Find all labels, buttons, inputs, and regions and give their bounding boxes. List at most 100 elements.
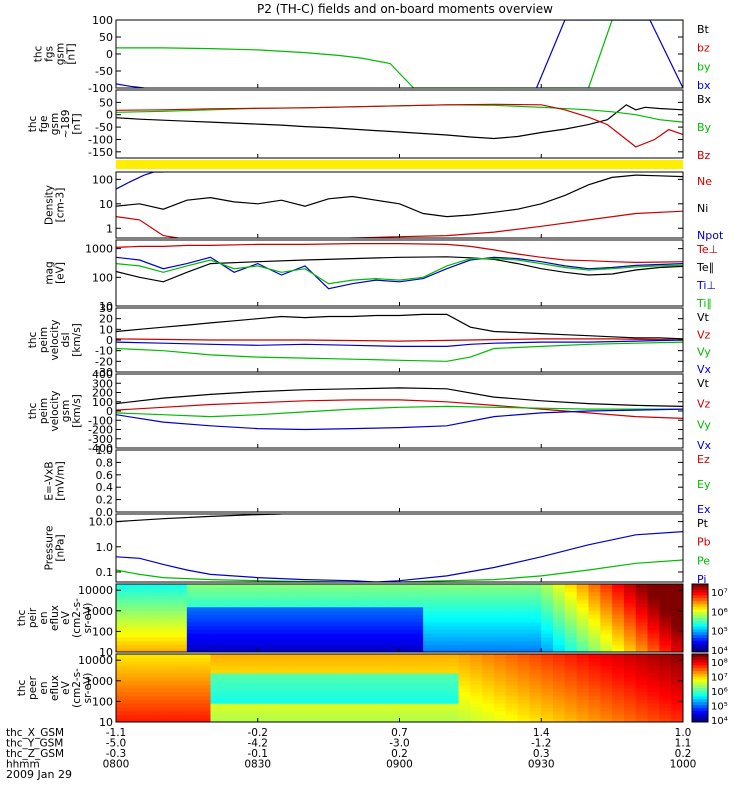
spectrogram-cell <box>328 703 342 708</box>
spectrogram-cell <box>423 669 436 674</box>
spectrogram-cell <box>423 636 436 642</box>
spectrogram-cell <box>482 706 495 712</box>
spectrogram-cell <box>612 703 625 708</box>
spectrogram-cell <box>269 654 282 659</box>
spectrogram-cell <box>328 602 342 608</box>
spectrogram-cell <box>553 710 566 716</box>
spectrogram-cell <box>635 621 649 627</box>
spectrogram-cell <box>482 614 495 619</box>
spectrogram-cell <box>245 672 259 678</box>
spectrogram-cell <box>647 699 660 704</box>
x-axis-value: 1000 <box>670 759 697 771</box>
spectrogram-cell <box>293 710 306 716</box>
y-tick-label: -100 <box>88 82 113 95</box>
spectrogram-cell <box>446 695 460 700</box>
y-tick-label: 10.0 <box>89 516 114 529</box>
spectrogram-cell <box>647 710 660 716</box>
spectrogram-cell <box>482 684 495 689</box>
spectrogram-cell <box>517 684 531 689</box>
spectrogram-cell <box>116 610 129 615</box>
spectrogram-cell <box>151 640 164 646</box>
spectrogram-cell <box>352 584 365 589</box>
spectrogram-cell <box>446 657 460 663</box>
spectrogram-cell <box>316 591 330 596</box>
colorbar-segment <box>692 632 708 636</box>
spectrogram-cell <box>257 665 271 670</box>
spectrogram-cell <box>564 665 578 670</box>
spectrogram-cell <box>163 688 176 693</box>
spectrogram-cell <box>659 595 672 600</box>
spectrogram-cell <box>364 644 377 649</box>
spectrogram-cell <box>316 636 330 642</box>
spectrogram-cell <box>151 665 164 670</box>
series-line <box>116 210 683 238</box>
spectrogram-cell <box>588 602 601 608</box>
spectrogram-cell <box>434 691 448 697</box>
spectrogram-cell <box>564 640 578 646</box>
spectrogram-cell <box>423 640 436 646</box>
spectrogram-cell <box>352 714 365 719</box>
y-axis-label-line: eflux <box>49 605 61 631</box>
spectrogram-cell <box>186 714 200 719</box>
spectrogram-cell <box>423 614 436 619</box>
spectrogram-cell <box>671 633 683 638</box>
spectrogram-cell <box>269 676 282 682</box>
spectrogram-cell <box>659 672 672 678</box>
spectrogram-cell <box>139 699 153 704</box>
spectrogram-cell <box>659 633 672 638</box>
spectrogram-cell <box>529 657 542 663</box>
spectrogram-cell <box>139 618 153 623</box>
spectrogram-cell <box>257 680 271 685</box>
spectrogram-cell <box>470 602 483 608</box>
spectrogram-cell <box>494 684 507 689</box>
spectrogram-cell <box>151 591 164 596</box>
spectrogram-cell <box>494 680 507 685</box>
spectrogram-cell <box>127 676 141 682</box>
spectrogram-cell <box>198 599 212 604</box>
spectrogram-cell <box>387 706 401 712</box>
spectrogram-cell <box>222 587 235 593</box>
spectrogram-cell <box>245 657 259 663</box>
spectrogram-cell <box>576 714 590 719</box>
colorbar-segment <box>692 635 708 639</box>
spectrogram-cell <box>635 629 649 634</box>
spectrogram-cell <box>588 595 601 600</box>
spectrogram-cell <box>316 606 330 612</box>
spectrogram-cell <box>517 706 531 712</box>
x-axis-value: 0.2 <box>391 748 408 760</box>
spectrogram-cell <box>647 640 660 646</box>
spectrogram-cell <box>399 633 412 638</box>
spectrogram-cell <box>257 688 271 693</box>
spectrogram-cell <box>139 676 153 682</box>
y-axis-label-line: gsm <box>49 113 61 135</box>
spectrogram-cell <box>305 602 318 608</box>
spectrogram-cell <box>411 669 424 674</box>
spectrogram-cell <box>411 633 424 638</box>
spectrogram-cell <box>328 695 342 700</box>
spectrogram-cell <box>470 606 483 612</box>
spectrogram-cell <box>434 610 448 615</box>
spectrogram-cell <box>305 691 318 697</box>
spectrogram-cell <box>482 688 495 693</box>
spectrogram-cell <box>175 599 188 604</box>
spectrogram-cell <box>257 640 271 646</box>
spectrogram-cell <box>600 706 613 712</box>
legend-entry: Npot <box>697 229 724 242</box>
spectrogram-cell <box>623 640 637 646</box>
spectrogram-cell <box>612 691 625 697</box>
spectrogram-cell <box>186 618 200 623</box>
spectrogram-cell <box>399 587 412 593</box>
spectrogram-cell <box>671 621 683 627</box>
spectrogram-cell <box>163 714 176 719</box>
spectrogram-cell <box>600 684 613 689</box>
spectrogram-cell <box>612 595 625 600</box>
colorbar-segment <box>692 640 708 644</box>
legend-entry: Pt <box>697 517 709 530</box>
spectrogram-cell <box>529 606 542 612</box>
spectrogram-cell <box>375 625 389 630</box>
spectrogram-cell <box>659 648 672 652</box>
panel-ele_spec: 10⁸10⁷10⁶10⁵10⁴10000100010010thcpeerenef… <box>16 653 728 729</box>
spectrogram-cell <box>293 665 306 670</box>
spectrogram-cell <box>210 599 223 604</box>
spectrogram-cell <box>305 680 318 685</box>
